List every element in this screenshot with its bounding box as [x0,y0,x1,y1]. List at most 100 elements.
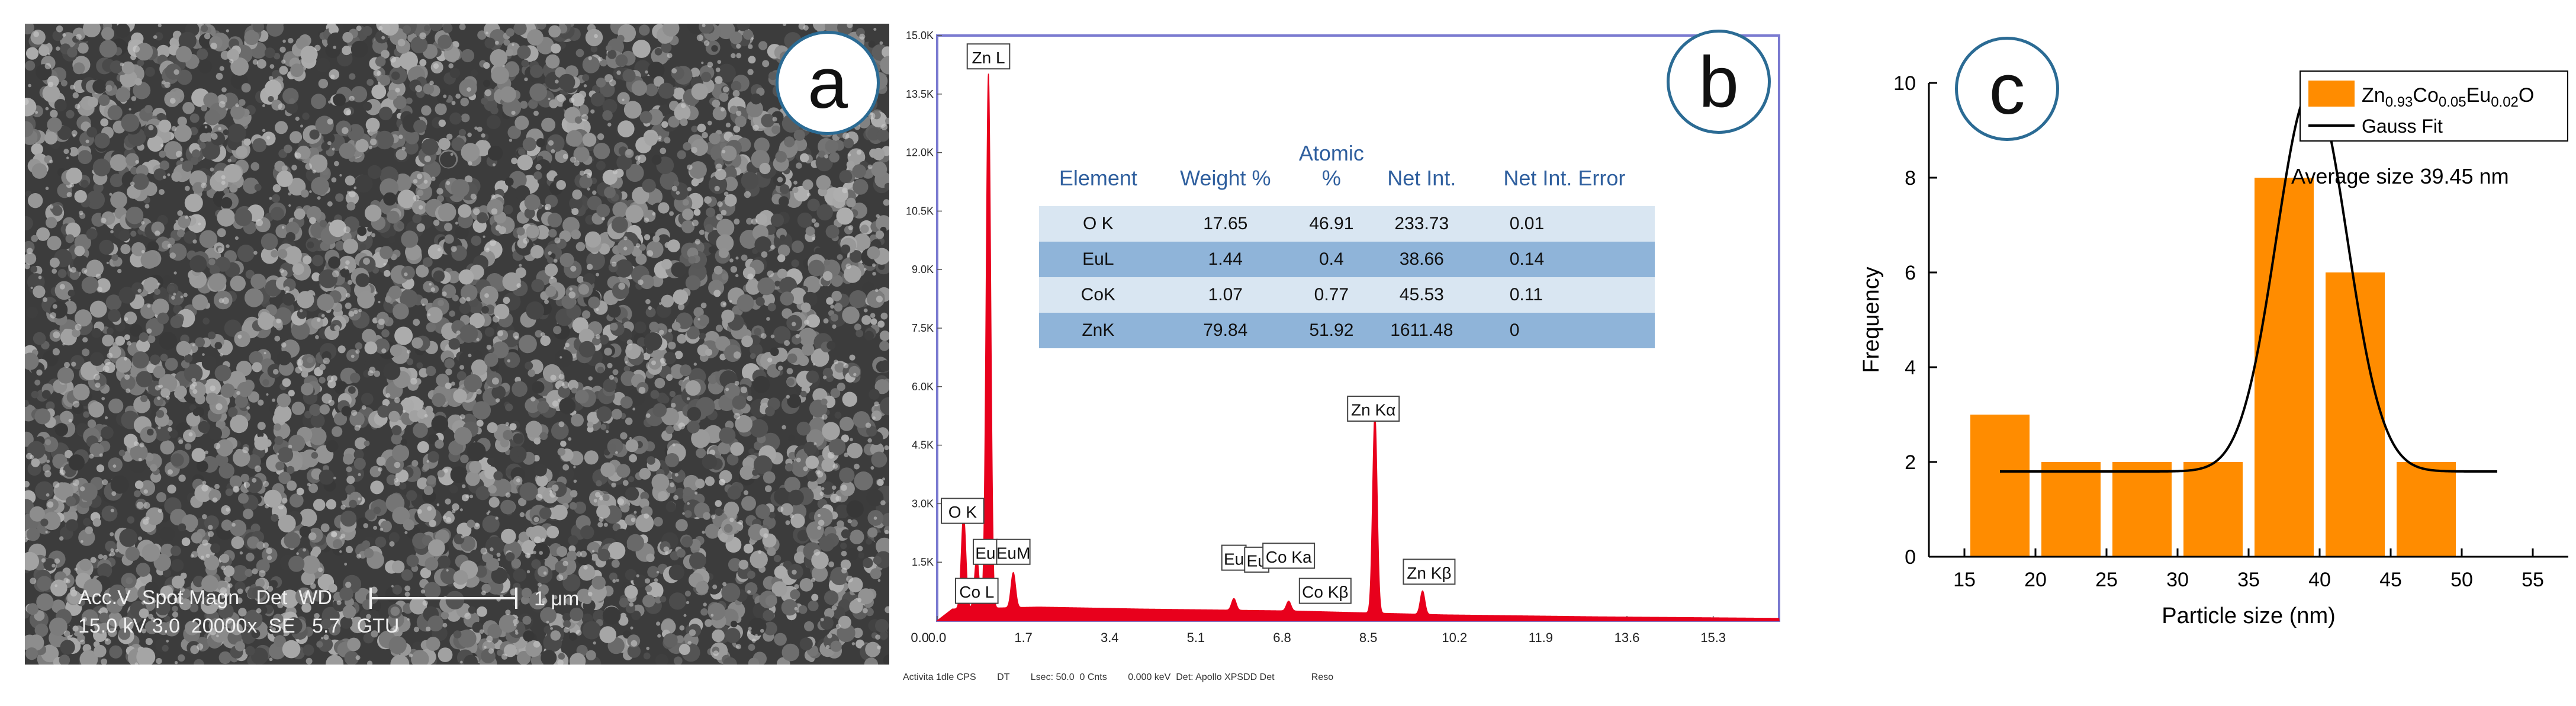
sem-grain [252,24,265,33]
sem-highlight [546,620,549,624]
sem-highlight [678,303,685,310]
sem-grain [616,464,631,478]
sem-highlight [134,662,139,665]
sem-highlight [593,641,596,645]
sem-grain [199,230,217,248]
sem-grain [579,175,593,189]
sem-grain [152,299,169,316]
sem-grain [397,38,406,47]
sem-grain [159,161,169,171]
sem-grain [487,422,498,433]
sem-grain [797,212,813,228]
sem-grain [25,647,38,660]
sem-highlight [212,497,218,503]
sem-grain [481,306,489,314]
sem-highlight [314,613,320,619]
sem-highlight [80,639,85,645]
sem-highlight [48,81,54,88]
sem-grain [25,481,30,487]
sem-grain [395,149,407,161]
sem-grain [864,657,879,665]
sem-highlight [429,283,432,286]
sem-grain [208,426,223,441]
sem-grain [417,190,424,197]
sem-grain [345,545,353,554]
sem-grain [590,46,598,53]
sem-grain [227,123,246,143]
sem-grain [768,512,776,519]
sem-grain [578,341,596,358]
sem-highlight [556,574,564,582]
sem-grain [417,409,427,419]
sem-grain [300,46,318,63]
sem-grain [684,510,692,518]
sem-grain [287,480,297,491]
sem-grain [825,139,839,153]
sem-highlight [686,397,690,400]
sem-grain [545,54,560,69]
sem-grain [33,332,46,345]
sem-grain [449,310,455,317]
sem-grain [853,411,870,428]
sem-highlight [541,598,548,604]
sem-highlight [135,160,140,164]
sem-highlight [333,46,336,49]
sem-highlight [475,523,480,527]
sem-grain [349,499,357,508]
sem-highlight [334,161,339,166]
sem-grain [691,126,698,133]
sem-highlight [419,32,427,40]
sem-highlight [192,344,195,346]
sem-grain [319,404,330,415]
sem-grain [844,265,861,283]
sem-grain [518,498,527,506]
sem-grain [880,56,889,75]
sem-grain [453,630,462,638]
sem-highlight [256,608,262,614]
sem-grain [625,604,636,614]
sem-highlight [735,644,741,650]
sem-highlight [489,239,497,246]
sem-highlight [743,490,749,496]
sem-highlight [669,211,674,216]
sem-grain [748,448,755,455]
sem-grain [839,170,853,184]
sem-grain [223,163,242,183]
sem-grain [276,351,291,365]
sem-highlight [505,422,510,426]
sem-grain [245,646,255,656]
sem-grain [115,24,130,38]
sem-grain [493,479,512,497]
sem-highlight [880,500,886,506]
sem-highlight [723,191,729,197]
sem-grain [680,364,692,377]
sem-highlight [647,250,654,257]
sem-highlight [112,464,117,468]
sem-grain [458,269,474,285]
sem-highlight [252,568,258,575]
sem-grain [642,594,655,608]
sem-grain [688,256,696,264]
sem-grain [274,436,284,445]
sem-grain [440,151,456,168]
sem-grain [118,628,131,640]
sem-grain [511,558,522,569]
sem-grain [79,559,92,571]
sem-grain [663,633,678,648]
sem-highlight [729,300,732,303]
sem-grain [438,203,456,222]
sem-highlight [177,210,184,216]
sem-highlight [94,374,100,381]
sem-highlight [602,217,606,221]
sem-grain [502,98,522,117]
sem-grain [674,104,691,121]
sem-grain [275,121,288,134]
sem-grain [98,612,110,623]
sem-grain [871,410,882,421]
sem-grain [719,427,736,444]
sem-grain [25,190,32,197]
sem-grain [107,105,123,120]
sem-grain [545,285,557,297]
sem-grain [537,400,549,413]
sem-grain [362,540,371,548]
